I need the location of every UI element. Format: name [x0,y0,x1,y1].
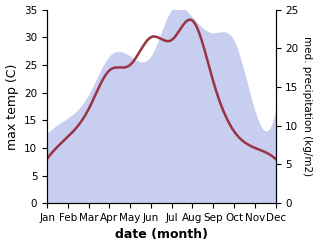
X-axis label: date (month): date (month) [115,228,208,242]
Y-axis label: max temp (C): max temp (C) [5,63,18,149]
Y-axis label: med. precipitation (kg/m2): med. precipitation (kg/m2) [302,36,313,176]
